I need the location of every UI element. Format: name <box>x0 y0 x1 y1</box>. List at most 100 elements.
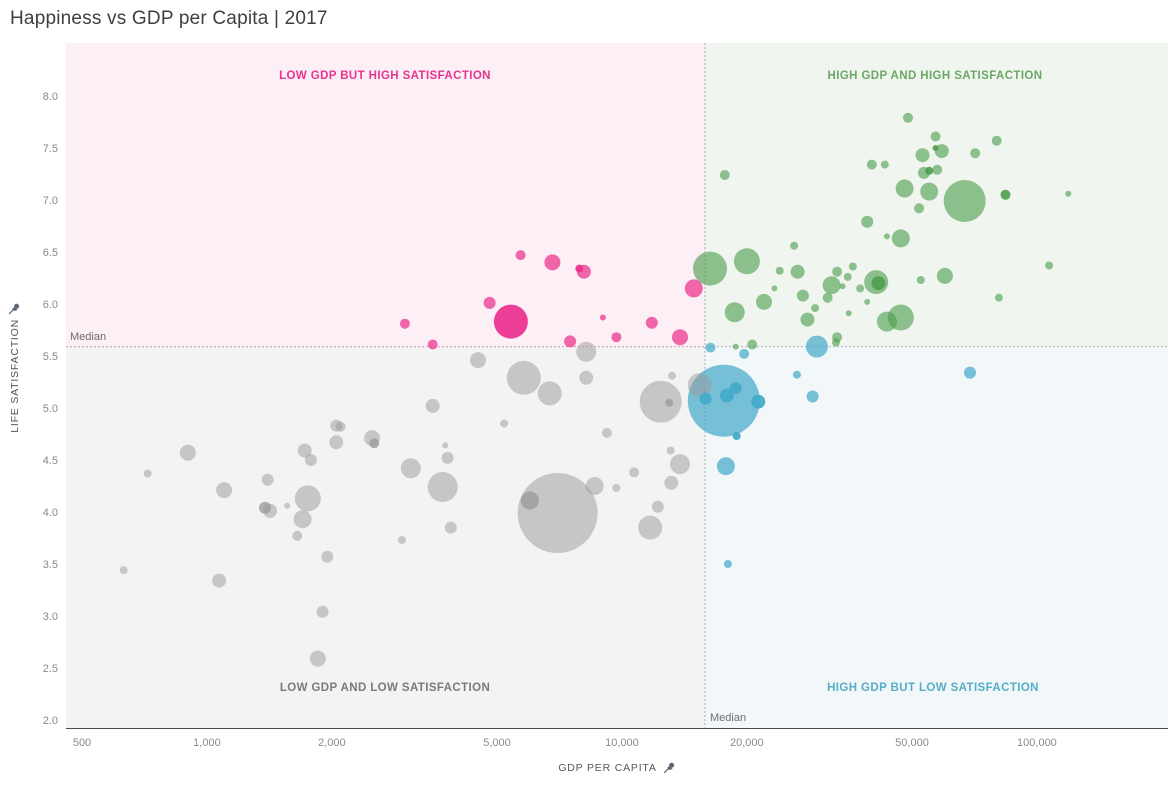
bubble[interactable] <box>483 296 496 309</box>
bubble[interactable] <box>427 472 458 502</box>
bubble[interactable] <box>796 289 809 302</box>
bubble[interactable] <box>964 366 976 379</box>
bubble[interactable] <box>212 573 227 588</box>
bubble[interactable] <box>520 491 539 510</box>
bubble[interactable] <box>143 469 152 478</box>
bubble[interactable] <box>800 312 815 327</box>
bubble[interactable] <box>792 370 801 379</box>
bubble[interactable] <box>916 276 925 284</box>
bubble[interactable] <box>579 370 594 385</box>
bubble[interactable] <box>261 473 274 486</box>
bubble[interactable] <box>732 343 739 350</box>
bubble[interactable] <box>537 381 562 406</box>
bubble[interactable] <box>687 373 712 398</box>
bubble[interactable] <box>575 264 584 273</box>
bubble[interactable] <box>891 229 910 248</box>
bubble[interactable] <box>806 390 819 403</box>
bubble[interactable] <box>1065 190 1072 197</box>
bubble[interactable] <box>811 304 820 313</box>
bubble[interactable] <box>732 432 741 440</box>
bubble[interactable] <box>915 148 930 163</box>
bubble[interactable] <box>684 279 703 298</box>
bubble[interactable] <box>845 310 852 317</box>
bubble[interactable] <box>400 458 421 479</box>
bubble[interactable] <box>442 442 449 449</box>
bubble[interactable] <box>895 179 914 198</box>
bubble[interactable] <box>930 131 941 142</box>
bubble[interactable] <box>775 266 784 275</box>
bubble[interactable] <box>427 339 438 350</box>
bubble[interactable] <box>292 530 303 541</box>
bubble[interactable] <box>179 444 196 461</box>
bubble[interactable] <box>880 160 889 169</box>
bubble[interactable] <box>943 180 986 222</box>
bubble[interactable] <box>309 650 326 667</box>
bubble[interactable] <box>739 348 750 359</box>
bubble[interactable] <box>705 342 716 353</box>
bubble[interactable] <box>822 292 833 303</box>
bubble[interactable] <box>638 515 663 540</box>
bubble[interactable] <box>329 435 344 450</box>
bubble[interactable] <box>645 316 658 329</box>
bubble[interactable] <box>693 251 727 286</box>
bubble[interactable] <box>832 338 840 347</box>
bubble[interactable] <box>599 314 606 321</box>
bubble[interactable] <box>839 283 846 290</box>
bubble[interactable] <box>612 484 621 492</box>
bubble[interactable] <box>321 550 334 563</box>
bubble[interactable] <box>284 502 291 509</box>
bubble[interactable] <box>914 203 925 214</box>
bubble[interactable] <box>771 285 778 292</box>
bubble[interactable] <box>994 293 1003 302</box>
bubble[interactable] <box>699 392 712 405</box>
bubble[interactable] <box>585 477 604 495</box>
bubble[interactable] <box>719 170 730 180</box>
bubble[interactable] <box>639 380 682 423</box>
bubble[interactable] <box>493 304 528 339</box>
bubble[interactable] <box>729 382 742 395</box>
bubble[interactable] <box>651 500 664 513</box>
bubble[interactable] <box>848 262 857 271</box>
bubble[interactable] <box>864 298 871 305</box>
bubble[interactable] <box>444 521 457 534</box>
bubble[interactable] <box>932 164 943 175</box>
bubble[interactable] <box>304 454 317 466</box>
bubble[interactable] <box>747 339 758 350</box>
bubble[interactable] <box>293 510 312 529</box>
bubble[interactable] <box>399 318 410 329</box>
bubble[interactable] <box>668 371 676 380</box>
bubble[interactable] <box>856 284 865 293</box>
bubble[interactable] <box>970 148 981 159</box>
bubble[interactable] <box>664 475 679 490</box>
bubble[interactable] <box>666 446 675 455</box>
bubble[interactable] <box>397 536 406 544</box>
bubble[interactable] <box>369 438 380 449</box>
bubble[interactable] <box>611 332 622 343</box>
bubble[interactable] <box>425 398 440 413</box>
bubble[interactable] <box>515 250 526 261</box>
bubble[interactable] <box>932 145 939 151</box>
bubble[interactable] <box>790 241 799 250</box>
bubble[interactable] <box>672 329 688 346</box>
bubble[interactable] <box>544 254 561 271</box>
bubble[interactable] <box>903 112 913 123</box>
bubble[interactable] <box>259 501 271 514</box>
bubble[interactable] <box>724 302 745 323</box>
bubble[interactable] <box>925 166 934 175</box>
bubble[interactable] <box>805 335 828 358</box>
bubble[interactable] <box>920 182 939 201</box>
bubble[interactable] <box>517 473 598 553</box>
pin-icon[interactable] <box>8 302 21 315</box>
bubble[interactable] <box>316 605 329 618</box>
bubble[interactable] <box>629 467 640 478</box>
bubble[interactable] <box>506 360 541 395</box>
bubble[interactable] <box>883 233 890 240</box>
bubble[interactable] <box>335 421 346 432</box>
bubble[interactable] <box>861 215 874 228</box>
pin-icon[interactable] <box>663 761 676 774</box>
bubble[interactable] <box>665 398 674 407</box>
bubble[interactable] <box>790 264 805 279</box>
bubble[interactable] <box>843 272 852 281</box>
bubble[interactable] <box>119 566 128 575</box>
bubble[interactable] <box>822 276 841 295</box>
